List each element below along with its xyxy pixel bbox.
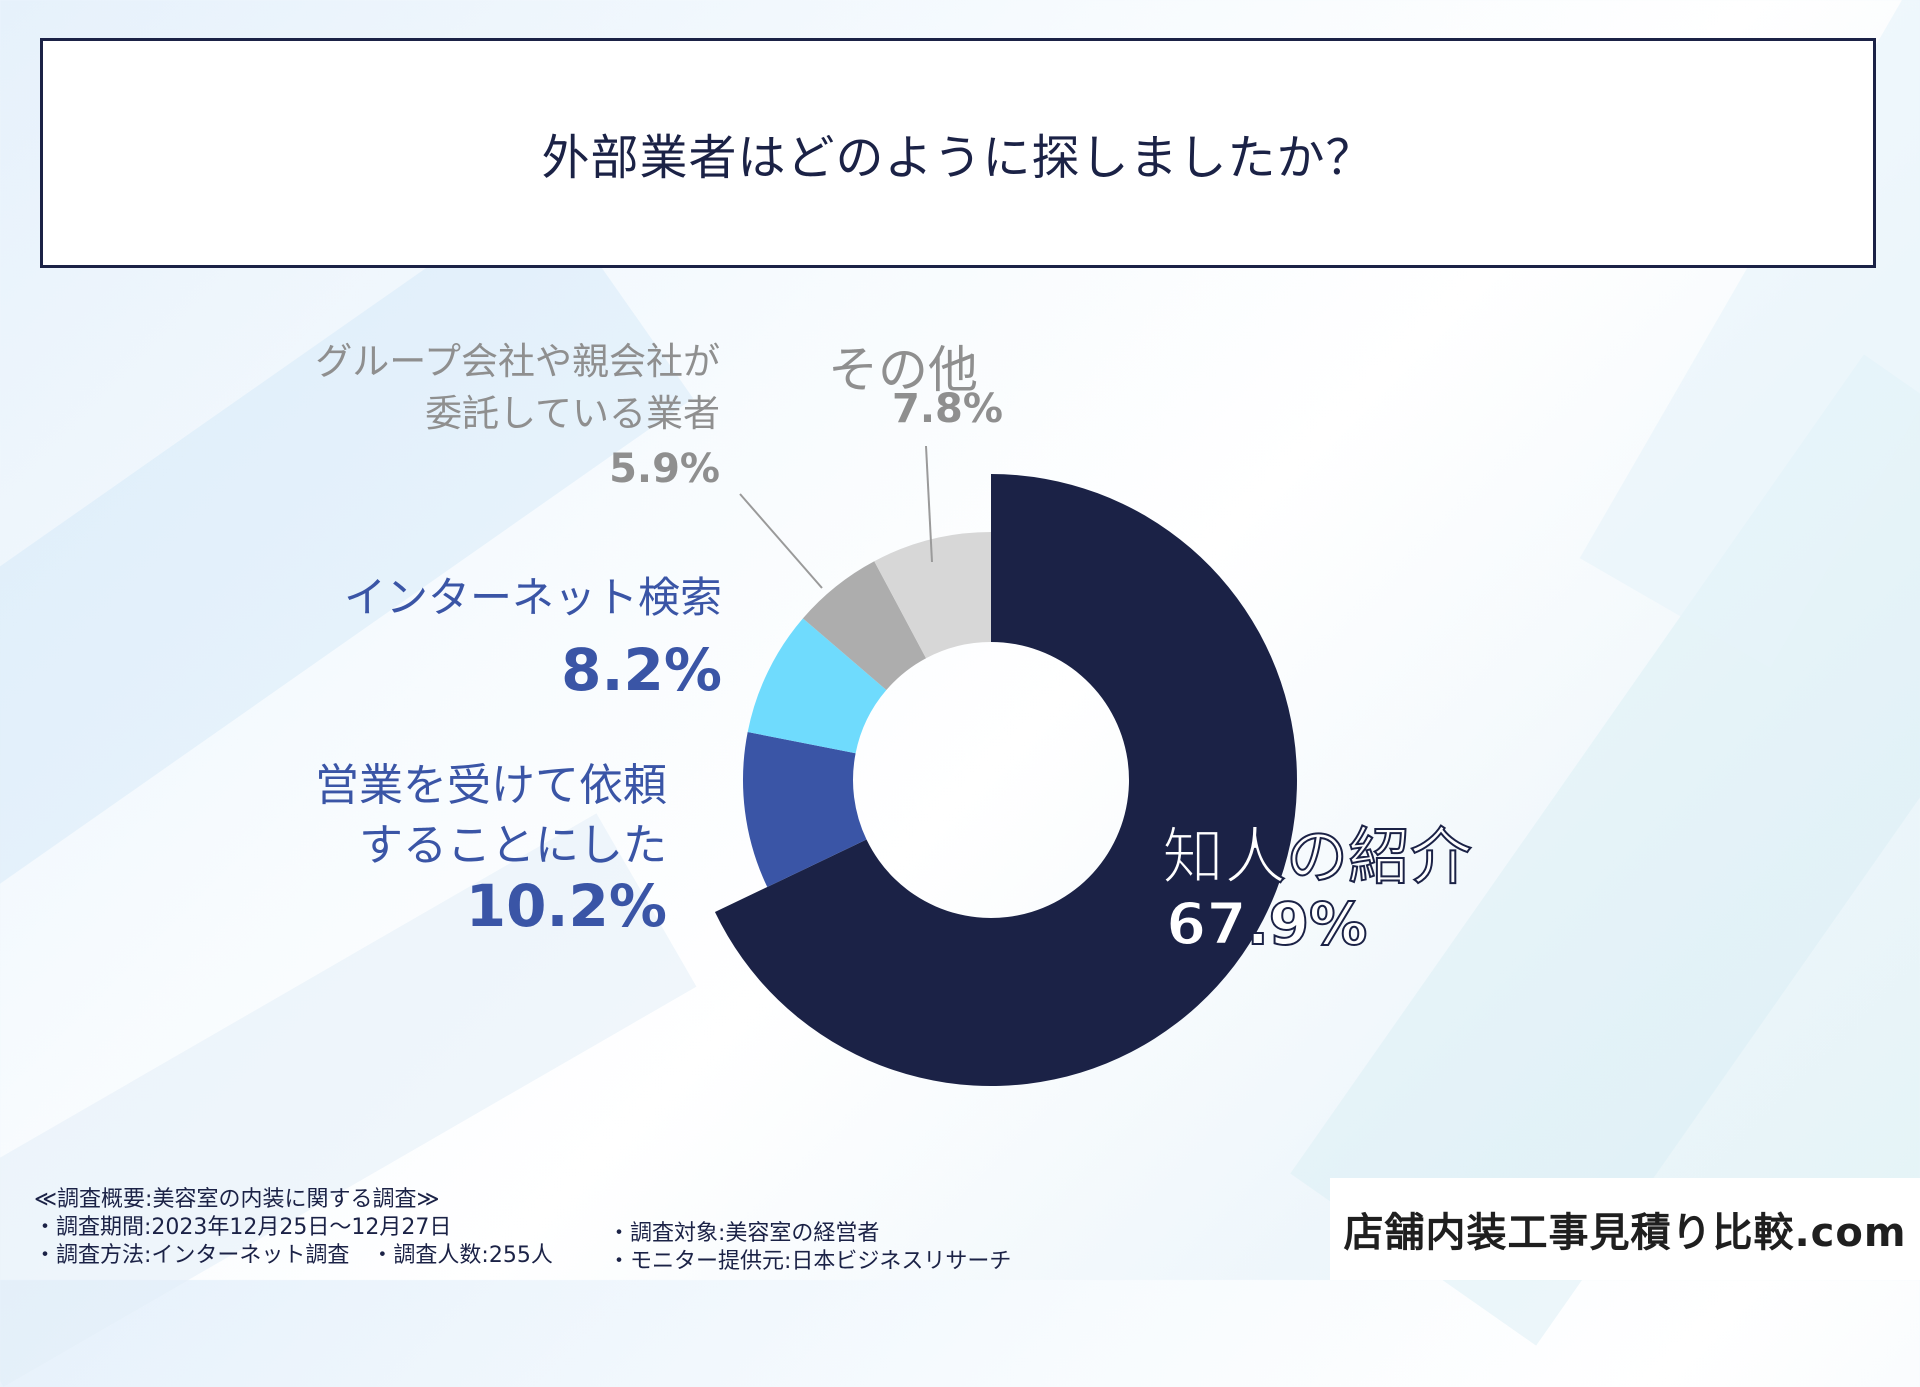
title-box: 外部業者はどのように探しましたか？ (40, 38, 1876, 268)
label-internet-search: インターネット検索 (343, 573, 722, 622)
pct-group-company: 5.9% (609, 446, 720, 492)
leader-line-group-company (739, 493, 823, 589)
label-group-company: グループ会社や親会社が 委託している業者 (315, 336, 720, 440)
brand-logo-text: 店舗内装工事見積り比較.com (1343, 1210, 1907, 1256)
pct-referral: 67.9% (1165, 889, 1368, 959)
donut-chart (714, 445, 1297, 1086)
survey-target: ・調査対象:美容室の経営者 (608, 1221, 880, 1246)
survey-heading: ≪調査概要:美容室の内装に関する調査≫ (34, 1187, 440, 1212)
slice-other (874, 532, 991, 659)
survey-period: ・調査期間:2023年12月25日〜12月27日 (34, 1215, 452, 1240)
pct-sales: 10.2% (465, 872, 667, 940)
pct-other: 7.8% (892, 386, 1003, 432)
label-sales-line-2: することにした (359, 820, 667, 871)
label-sales-line-1: 営業を受けて依頼 (315, 760, 667, 811)
slice-internet-search (747, 618, 887, 754)
label-group-company-line-2: 委託している業者 (425, 392, 720, 435)
label-referral: 知人の紹介 (1161, 819, 1473, 894)
survey-method: ・調査方法:インターネット調査 ・調査人数:255人 (34, 1243, 553, 1268)
label-other: その他 (828, 341, 978, 399)
label-sales: 営業を受けて依頼 することにした (315, 756, 667, 876)
chart-title: 外部業者はどのように探しましたか？ (541, 130, 1375, 186)
pct-internet-search: 8.2% (561, 636, 722, 704)
label-group-company-line-1: グループ会社や親会社が (315, 340, 720, 383)
slice-sales (743, 731, 867, 888)
leader-line-other (925, 445, 933, 563)
brand-box: 店舗内装工事見積り比較.com (1330, 1178, 1920, 1280)
slice-group-company (802, 561, 927, 691)
survey-monitor: ・モニター提供元:日本ビジネスリサーチ (608, 1249, 1012, 1274)
slice-referral (714, 474, 1297, 1086)
